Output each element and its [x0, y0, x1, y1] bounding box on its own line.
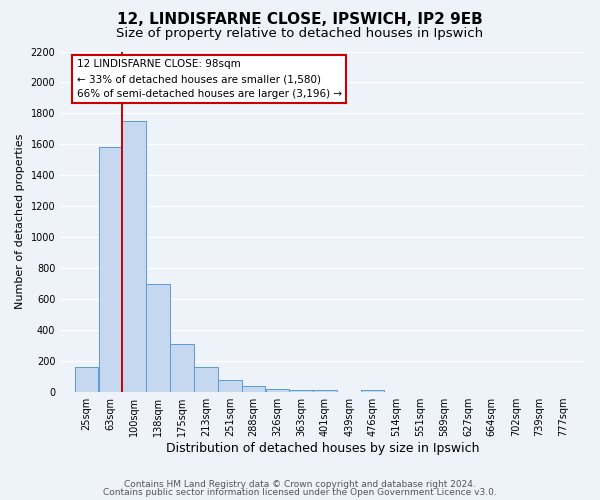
Text: Size of property relative to detached houses in Ipswich: Size of property relative to detached ho… — [116, 28, 484, 40]
Bar — [170, 344, 194, 392]
Bar — [194, 368, 218, 392]
Text: Contains HM Land Registry data © Crown copyright and database right 2024.: Contains HM Land Registry data © Crown c… — [124, 480, 476, 489]
Text: 12 LINDISFARNE CLOSE: 98sqm
← 33% of detached houses are smaller (1,580)
66% of : 12 LINDISFARNE CLOSE: 98sqm ← 33% of det… — [77, 59, 341, 99]
Bar — [218, 380, 242, 392]
Bar — [122, 121, 146, 392]
Bar — [266, 389, 289, 392]
Y-axis label: Number of detached properties: Number of detached properties — [15, 134, 25, 310]
Text: Contains public sector information licensed under the Open Government Licence v3: Contains public sector information licen… — [103, 488, 497, 497]
Bar — [99, 148, 122, 392]
Text: 12, LINDISFARNE CLOSE, IPSWICH, IP2 9EB: 12, LINDISFARNE CLOSE, IPSWICH, IP2 9EB — [117, 12, 483, 28]
Bar — [289, 390, 313, 392]
X-axis label: Distribution of detached houses by size in Ipswich: Distribution of detached houses by size … — [166, 442, 479, 455]
Bar — [361, 390, 385, 392]
Bar — [313, 390, 337, 392]
Bar — [75, 368, 98, 392]
Bar — [146, 284, 170, 392]
Bar — [242, 386, 265, 392]
